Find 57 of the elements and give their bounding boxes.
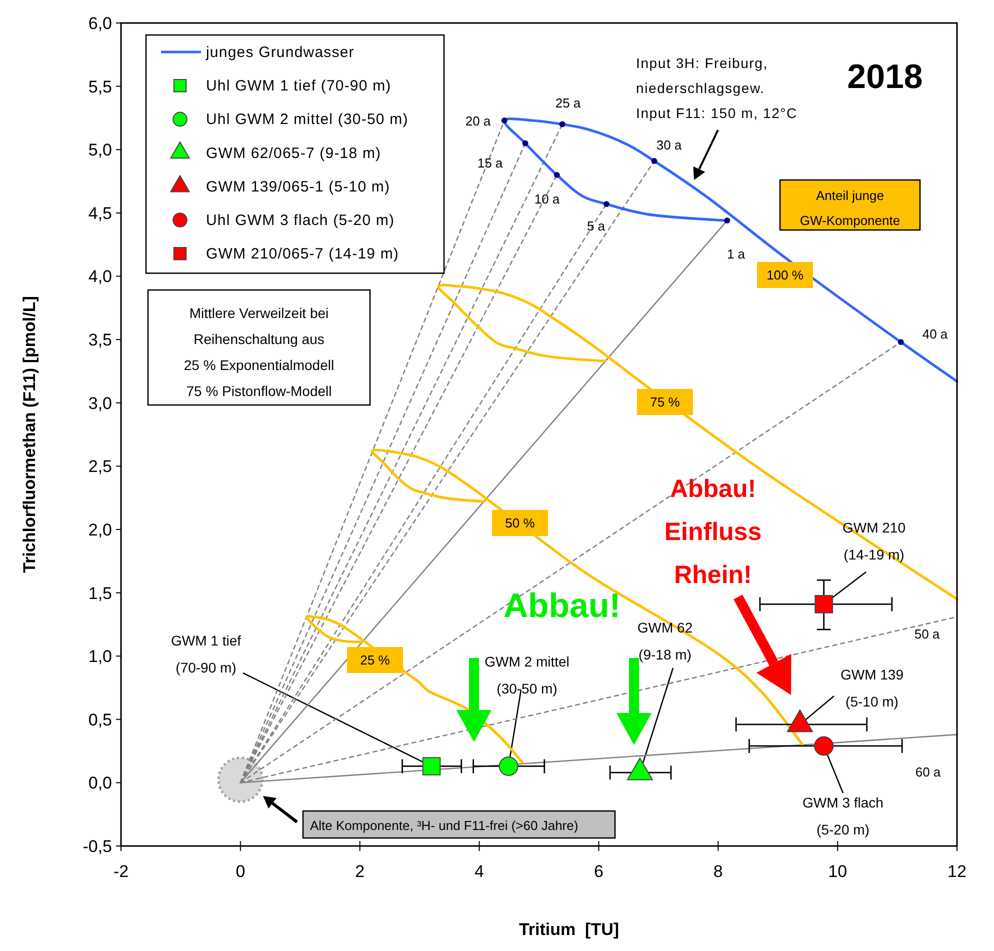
annotation: 20 a bbox=[465, 114, 492, 129]
x-tick-label: 10 bbox=[828, 862, 848, 881]
annotation: GWM 139 (5-10 m) bbox=[840, 666, 904, 710]
annotation: 75 % bbox=[650, 394, 680, 410]
annotation: GWM 62 (9-18 m) bbox=[637, 619, 693, 662]
annotation: 50 % bbox=[505, 516, 536, 531]
annotation: Mittlere Verweilzeit bei Reihenschaltung aus 25 % Exponentialmodell 75 % Pistonflow-Modell bbox=[184, 305, 334, 399]
y-tick-label: 1,0 bbox=[88, 647, 112, 666]
legend-label: GWM 62/065-7 (9-18 m) bbox=[206, 144, 382, 162]
annotation: 1 a bbox=[726, 246, 746, 262]
y-tick-label: 6,0 bbox=[88, 14, 112, 33]
annotation: GWM 2 mittel (30-50 m) bbox=[484, 653, 570, 696]
x-tick-label: -2 bbox=[113, 862, 129, 881]
legend-label: Uhl GWM 1 tief (70-90 m) bbox=[206, 78, 392, 95]
annotation: Abbau! Einfluss Rhein! bbox=[664, 475, 762, 589]
legend-label: Uhl GWM 3 flach (5-20 m) bbox=[206, 212, 395, 229]
annotation: Abbau! bbox=[503, 587, 621, 625]
y-tick-label: 1,5 bbox=[88, 584, 112, 603]
y-tick-label: 5,0 bbox=[88, 140, 112, 160]
annotation: GWM 3 flach (5-20 m) bbox=[802, 794, 884, 838]
annotation: 30 a bbox=[656, 138, 682, 153]
x-tick-label: 12 bbox=[948, 862, 966, 881]
y-axis-title: Trichlorfluormethan (F11) [pmol/L] bbox=[20, 296, 39, 573]
x-axis-title: Tritium [TU] bbox=[518, 920, 620, 939]
y-tick-label: 0,0 bbox=[88, 774, 112, 793]
annotation: Input 3H: Freiburg, niederschlagsgew. Input F11: 150 m, 12°C bbox=[636, 55, 798, 121]
y-tick-label: -0,5 bbox=[82, 837, 112, 856]
y-tick-label: 2,0 bbox=[88, 520, 112, 540]
y-tick-label: 2,5 bbox=[88, 457, 112, 476]
annotation: 25 % bbox=[360, 652, 390, 668]
y-tick-label: 0,5 bbox=[88, 710, 112, 730]
annotation: Alte Komponente, ³H- und F11-frei (>60 Jahre) bbox=[310, 818, 578, 833]
x-tick-label: 4 bbox=[474, 862, 484, 881]
x-tick-label: 6 bbox=[594, 862, 604, 881]
x-tick-label: 8 bbox=[713, 862, 723, 881]
legend-label: Uhl GWM 2 mittel (30-50 m) bbox=[206, 111, 408, 128]
y-tick-label: 3,0 bbox=[88, 394, 112, 413]
annotation: 25 a bbox=[555, 96, 582, 111]
annotation: 60 a bbox=[915, 764, 942, 780]
x-tick-label: 2 bbox=[355, 862, 365, 881]
annotation: 2018 bbox=[847, 58, 923, 96]
annotation: GWM 1 tief (70-90 m) bbox=[170, 632, 242, 676]
annotation: Anteil junge GW-Komponente bbox=[800, 188, 900, 228]
annotation: 10 a bbox=[534, 192, 560, 207]
annotation: 15 a bbox=[477, 156, 504, 171]
legend-label: junges Grundwasser bbox=[205, 44, 354, 61]
annotation: 100 % bbox=[766, 268, 804, 283]
y-tick-label: 4,0 bbox=[88, 267, 112, 286]
y-tick-label: 3,5 bbox=[88, 330, 112, 350]
legend-label: GWM 210/065-7 (14-19 m) bbox=[206, 246, 400, 263]
annotation: 5 a bbox=[586, 218, 606, 234]
annotation: 40 a bbox=[922, 326, 948, 342]
y-tick-label: 5,5 bbox=[88, 77, 112, 96]
legend-label: GWM 139/065-1 (5-10 m) bbox=[206, 178, 390, 196]
x-tick-label: 0 bbox=[236, 862, 246, 881]
y-tick-label: 4,5 bbox=[88, 204, 112, 223]
annotation: 50 a bbox=[914, 626, 940, 642]
